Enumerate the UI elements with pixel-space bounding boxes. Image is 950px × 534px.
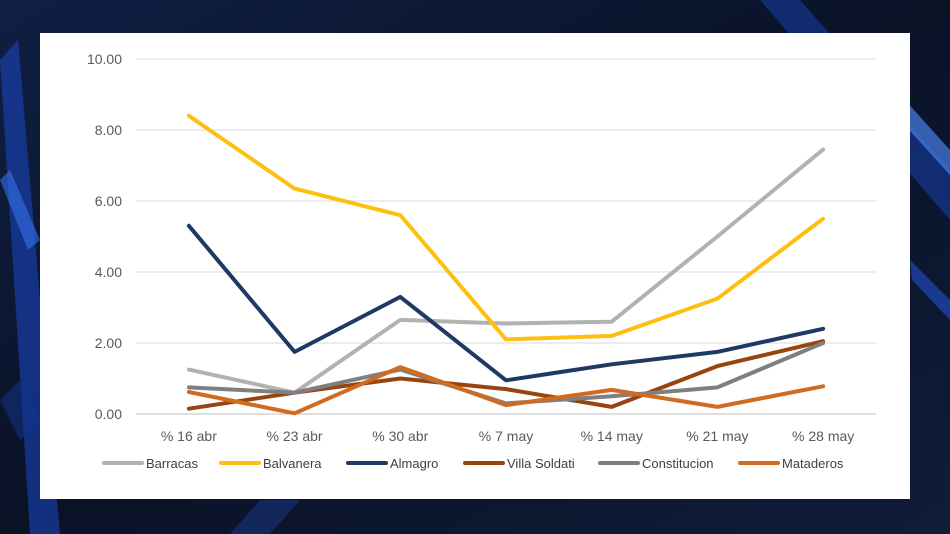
series-line <box>186 147 826 395</box>
y-tick-label: 10.00 <box>87 51 122 67</box>
series-line <box>186 223 826 383</box>
y-tick-label: 6.00 <box>95 193 122 209</box>
x-tick-label: % 14 may <box>581 428 643 444</box>
legend-label: Constitucion <box>642 456 714 471</box>
legend-label: Mataderos <box>782 456 844 471</box>
x-tick-label: % 16 abr <box>161 428 217 444</box>
y-tick-label: 0.00 <box>95 406 122 422</box>
legend-label: Almagro <box>390 456 438 471</box>
legend-label: Balvanera <box>263 456 322 471</box>
x-tick-label: % 30 abr <box>372 428 428 444</box>
x-tick-label: % 7 may <box>479 428 533 444</box>
y-tick-label: 4.00 <box>95 264 122 280</box>
x-tick-label: % 21 may <box>686 428 748 444</box>
x-tick-label: % 23 abr <box>267 428 323 444</box>
x-tick-label: % 28 may <box>792 428 854 444</box>
line-chart: 0.00 2.00 4.00 6.00 8.00 10.00 % 16 abr % 23 ab… <box>87 51 876 471</box>
series-line <box>186 365 826 416</box>
legend-label: Villa Soldati <box>507 456 575 471</box>
legend-label: Barracas <box>146 456 199 471</box>
series-line <box>186 113 826 342</box>
chart-panel: 0.00 2.00 4.00 6.00 8.00 10.00 % 16 abr % 23 ab… <box>40 33 910 499</box>
y-tick-label: 8.00 <box>95 122 122 138</box>
y-tick-label: 2.00 <box>95 335 122 351</box>
